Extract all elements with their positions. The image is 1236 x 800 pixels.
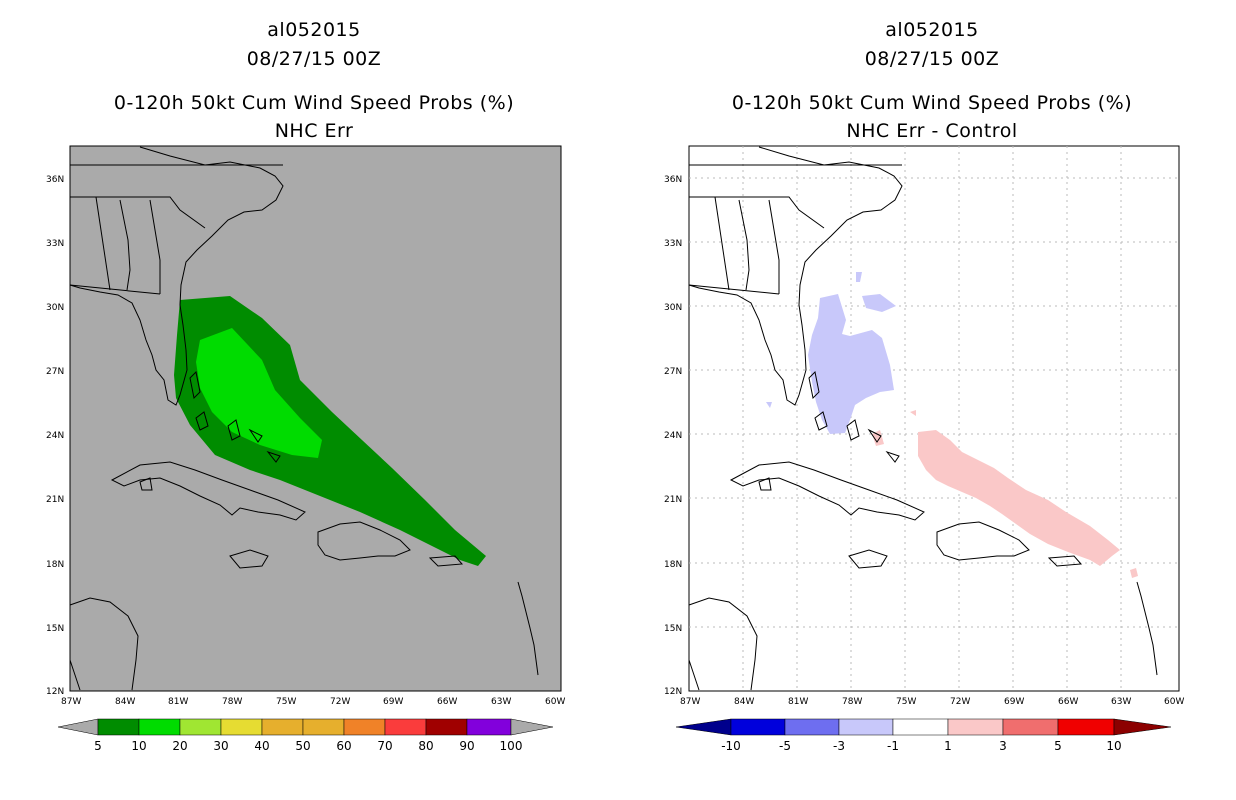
left-lat-27n: 27N bbox=[46, 367, 64, 377]
left-lon-69w: 69W bbox=[383, 697, 403, 707]
right-map: 36N 33N 30N 27N 24N 21N 18N 15N 12N 87W … bbox=[664, 145, 1184, 707]
right-diff-positive bbox=[872, 410, 1138, 578]
left-lon-72w: 72W bbox=[330, 697, 350, 707]
left-prob-band-10-20 bbox=[196, 328, 322, 458]
left-cb-label-10: 10 bbox=[131, 739, 146, 753]
right-subtitle: NHC Err - Control bbox=[846, 120, 1018, 142]
right-colorbar: -10 -5 -3 -1 1 3 5 10 bbox=[675, 718, 1172, 753]
left-subtitle: NHC Err bbox=[274, 120, 354, 142]
left-lat-30n: 30N bbox=[46, 303, 64, 313]
left-lon-87w: 87W bbox=[61, 697, 81, 707]
right-lat-15n: 15N bbox=[664, 624, 682, 634]
right-cb-label-3: 3 bbox=[999, 739, 1007, 753]
left-cb-label-40: 40 bbox=[254, 739, 269, 753]
left-lon-75w: 75W bbox=[276, 697, 296, 707]
left-cb-label-100: 100 bbox=[500, 739, 523, 753]
right-lon-78w: 78W bbox=[842, 697, 862, 707]
right-lon-60w: 60W bbox=[1164, 697, 1184, 707]
right-lon-81w: 81W bbox=[788, 697, 808, 707]
left-datetime: 08/27/15 00Z bbox=[246, 48, 382, 70]
left-lon-81w: 81W bbox=[168, 697, 188, 707]
left-product-title: 0-120h 50kt Cum Wind Speed Probs (%) bbox=[113, 92, 515, 114]
left-lat-12n: 12N bbox=[46, 687, 64, 697]
left-cb-label-30: 30 bbox=[213, 739, 228, 753]
left-lat-21n: 21N bbox=[46, 495, 64, 505]
left-lat-24n: 24N bbox=[46, 431, 64, 441]
right-cb-label-5: 5 bbox=[1054, 739, 1062, 753]
left-lat-18n: 18N bbox=[46, 560, 64, 570]
left-cb-label-20: 20 bbox=[172, 739, 187, 753]
right-lat-21n: 21N bbox=[664, 495, 682, 505]
left-lon-66w: 66W bbox=[437, 697, 457, 707]
left-cb-label-5: 5 bbox=[94, 739, 102, 753]
right-diff-negative bbox=[766, 272, 896, 434]
right-product-title: 0-120h 50kt Cum Wind Speed Probs (%) bbox=[731, 92, 1133, 114]
left-cb-label-50: 50 bbox=[295, 739, 310, 753]
right-lat-36n: 36N bbox=[664, 175, 682, 185]
right-lat-33n: 33N bbox=[664, 239, 682, 249]
left-lat-33n: 33N bbox=[46, 239, 64, 249]
left-lat-15n: 15N bbox=[46, 624, 64, 634]
right-lon-75w: 75W bbox=[896, 697, 916, 707]
right-lat-18n: 18N bbox=[664, 560, 682, 570]
right-cb-label-neg3: -3 bbox=[833, 739, 845, 753]
right-lon-69w: 69W bbox=[1004, 697, 1024, 707]
right-cb-label-10: 10 bbox=[1106, 739, 1121, 753]
left-colorbar: 5 10 20 30 40 50 60 70 80 90 100 bbox=[57, 718, 554, 753]
right-lat-30n: 30N bbox=[664, 303, 682, 313]
left-lon-78w: 78W bbox=[222, 697, 242, 707]
right-datetime: 08/27/15 00Z bbox=[864, 48, 1000, 70]
left-map: 36N 33N 30N 27N 24N 21N 18N 15N 12N 87W … bbox=[46, 145, 565, 707]
left-lat-36n: 36N bbox=[46, 175, 64, 185]
left-storm-id: al052015 bbox=[267, 19, 361, 41]
left-cb-label-90: 90 bbox=[459, 739, 474, 753]
left-cb-label-70: 70 bbox=[377, 739, 392, 753]
left-cb-label-60: 60 bbox=[336, 739, 351, 753]
left-lon-60w: 60W bbox=[545, 697, 565, 707]
right-lon-63w: 63W bbox=[1111, 697, 1131, 707]
right-cb-label-1: 1 bbox=[944, 739, 952, 753]
right-cb-label-neg10: -10 bbox=[721, 739, 741, 753]
right-lon-84w: 84W bbox=[734, 697, 754, 707]
right-cb-label-neg1: -1 bbox=[887, 739, 899, 753]
right-lat-27n: 27N bbox=[664, 367, 682, 377]
right-lon-72w: 72W bbox=[950, 697, 970, 707]
right-lon-66w: 66W bbox=[1058, 697, 1078, 707]
left-cb-label-80: 80 bbox=[418, 739, 433, 753]
right-lat-12n: 12N bbox=[664, 687, 682, 697]
right-cb-label-neg5: -5 bbox=[779, 739, 791, 753]
right-lat-24n: 24N bbox=[664, 431, 682, 441]
left-lon-84w: 84W bbox=[115, 697, 135, 707]
left-lon-63w: 63W bbox=[491, 697, 511, 707]
right-storm-id: al052015 bbox=[885, 19, 979, 41]
right-lon-87w: 87W bbox=[680, 697, 700, 707]
